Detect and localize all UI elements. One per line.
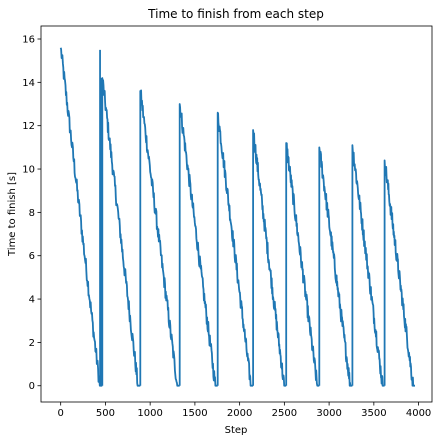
x-tick-label: 1500	[182, 408, 207, 419]
y-tick-label: 4	[29, 295, 35, 306]
y-tick-label: 0	[29, 381, 35, 392]
x-tick-label: 2000	[227, 408, 252, 419]
x-tick-label: 3500	[361, 408, 386, 419]
y-tick-label: 2	[29, 338, 35, 349]
y-tick-label: 6	[29, 251, 35, 262]
x-axis-label: Step	[225, 425, 248, 436]
x-tick-label: 3000	[316, 408, 341, 419]
plot-area	[59, 47, 415, 387]
series-line-segment	[216, 111, 254, 387]
series-line-segment	[318, 146, 353, 387]
series-line-segment	[285, 142, 320, 387]
chart-title: Time to finish from each step	[147, 7, 324, 21]
x-tick-label: 0	[57, 408, 63, 419]
x-tick-label: 2500	[272, 408, 297, 419]
series-line-segment	[59, 47, 103, 387]
x-tick-label: 1000	[137, 408, 162, 419]
series-line-segment	[252, 129, 287, 387]
series-line-segment	[351, 144, 385, 387]
y-axis-label: Time to finish [s]	[7, 172, 18, 257]
plot-frame	[40, 25, 433, 403]
y-tick-label: 10	[22, 165, 35, 176]
series-line-segment	[178, 103, 218, 387]
y-tick-label: 16	[22, 35, 35, 46]
series-line-segment	[383, 159, 415, 387]
series-line-segment	[101, 77, 141, 387]
x-tick-label: 4000	[406, 408, 431, 419]
x-tick-label: 500	[96, 408, 115, 419]
axis-ticks: 0 500 1000 1500 2000 2500 3000 3500 4000 0 2 4 6 8 10 1…	[22, 35, 431, 419]
y-tick-label: 8	[29, 208, 35, 219]
series-line-segment	[139, 89, 180, 387]
y-tick-label: 12	[22, 121, 35, 132]
y-tick-label: 14	[22, 78, 35, 89]
